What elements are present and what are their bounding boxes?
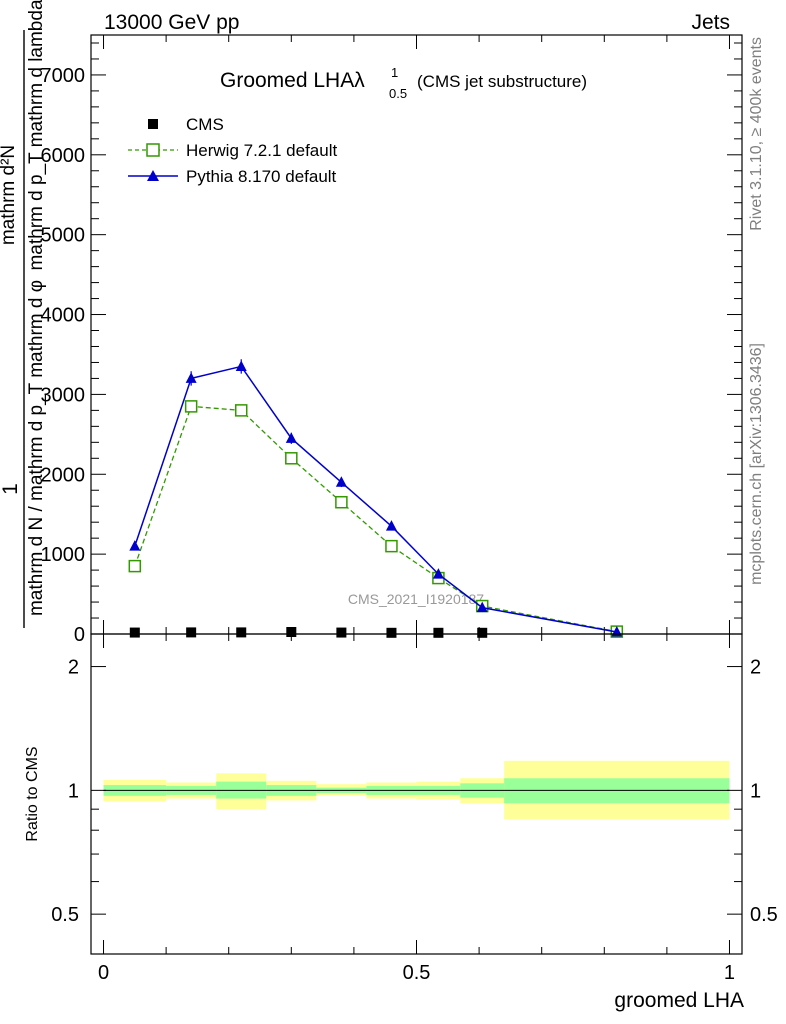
title-subscript: 0.5 (389, 86, 407, 101)
title-superscript: 1 (391, 65, 398, 80)
pythia-data-point (235, 360, 247, 371)
herwig-data-point (385, 539, 398, 553)
ratio-y-tick-label-right: 2 (750, 657, 761, 679)
ratio-bands (103, 760, 730, 820)
ratio-panel: 0.5 0.5 1 1 2 2 0 0.5 1 Ratio to CMS groomed LHA (24, 633, 778, 1012)
x-tick-label: 0 (98, 962, 109, 984)
y-axis-label: 1 mathrm d N / mathrm d p_T mathrm d φ m… (0, 0, 47, 628)
y-tick-label: 3000 (41, 384, 86, 406)
cms-data-point (336, 627, 347, 638)
legend: CMS Herwig 7.2.1 default Pythia 8.170 de… (128, 115, 337, 186)
main-panel: 0 1000 2000 3000 4000 5000 6000 7000 CMS_2021_I… (0, 0, 743, 646)
x-tick-label: 0.5 (403, 962, 431, 984)
cms-data-point (236, 627, 247, 638)
chart-title: Groomed LHAλ 1 0.5 (CMS jet substructure… (220, 65, 587, 101)
herwig-data-point (128, 559, 142, 573)
ratio-y-tick-label: 2 (68, 657, 79, 679)
x-axis-label: groomed LHA (614, 989, 744, 1012)
herwig-data-point (285, 452, 298, 465)
title-symbol: λ (354, 69, 365, 92)
title-main: Groomed LHA (220, 69, 354, 92)
series-layer (128, 359, 624, 638)
y-tick-label: 4000 (41, 305, 86, 327)
cms-data-point (286, 627, 297, 638)
pythia-data-point (432, 568, 444, 579)
y-tick-label: 7000 (41, 65, 86, 87)
legend-herwig-label: Herwig 7.2.1 default (186, 141, 337, 160)
ylabel-numerator: 1 (0, 483, 22, 495)
ratio-frame (90, 633, 743, 955)
x-tick-label: 1 (724, 962, 735, 984)
process-label: Jets (691, 11, 730, 34)
y-tick-label: 0 (74, 624, 85, 646)
main-ticks: 0 1000 2000 3000 4000 5000 6000 7000 (41, 35, 742, 646)
ylabel-numerator-full: mathrm d²N (0, 145, 19, 245)
y-tick-label: 1000 (41, 544, 86, 566)
energy-label: 13000 GeV pp (104, 11, 239, 34)
legend-cms-marker (148, 119, 158, 129)
cms-data-point (433, 627, 444, 638)
cms-data-point (186, 627, 197, 638)
cms-data-point (129, 627, 140, 638)
pythia-data-point (285, 432, 297, 443)
cms-data-point (386, 627, 397, 638)
ratio-y-tick-label-right: 1 (750, 780, 761, 802)
y-tick-label: 2000 (41, 464, 86, 486)
pythia-data-point (476, 601, 488, 613)
svg-text:Groomed LHAλ: Groomed LHAλ (220, 69, 365, 92)
cms-data-point (477, 627, 488, 638)
legend-pythia-label: Pythia 8.170 default (186, 167, 337, 186)
title-suffix: (CMS jet substructure) (417, 72, 587, 91)
pythia-data-point (335, 476, 347, 487)
herwig-data-point (234, 404, 248, 417)
ratio-y-tick-label: 0.5 (51, 904, 79, 926)
ratio-y-tick-label-right: 0.5 (750, 904, 778, 926)
pythia-data-point (385, 520, 397, 531)
source-label: mcplots.cern.ch [arXiv:1306.3436] (748, 343, 765, 585)
legend-herwig-marker (146, 143, 160, 157)
analysis-watermark: CMS_2021_I1920187 (348, 591, 484, 607)
ratio-ylabel: Ratio to CMS (24, 746, 41, 841)
series-cms (129, 627, 488, 638)
ratio-y-tick-label: 1 (68, 780, 79, 802)
pythia-data-point (185, 372, 197, 383)
rivet-label: Rivet 3.1.10, ≥ 400k events (748, 37, 765, 231)
y-tick-label: 6000 (41, 145, 86, 167)
series-pythia (129, 359, 623, 637)
herwig-data-point (184, 400, 198, 413)
ratio-ticks: 0.5 0.5 1 1 2 2 0 0.5 1 (51, 634, 778, 984)
legend-cms-label: CMS (186, 115, 224, 134)
pythia-data-point (129, 540, 141, 551)
ylabel-denominator-full: mathrm d p_T mathrm d lambda (26, 0, 47, 271)
ylabel-denominator: mathrm d N / mathrm d p_T mathrm d φ (26, 280, 47, 616)
legend-pythia-marker (147, 170, 159, 181)
herwig-data-point (335, 495, 348, 509)
y-tick-label: 5000 (41, 225, 86, 247)
